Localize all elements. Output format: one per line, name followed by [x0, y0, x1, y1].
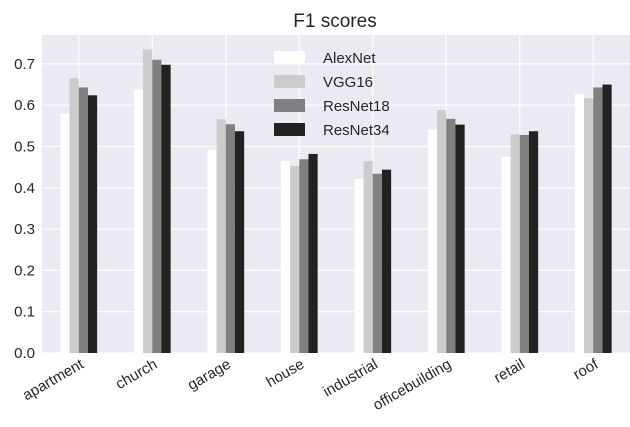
bar-resnet34-roof: [602, 84, 612, 353]
legend: AlexNet VGG16 ResNet18 ResNet34: [274, 50, 390, 139]
y-tick-label: 0.7: [14, 56, 35, 73]
bar-resnet18-church: [152, 59, 162, 353]
bar-resnet34-industrial: [381, 169, 392, 353]
x-tick-label-apartment: apartment: [20, 355, 88, 404]
bar-resnet34-church: [161, 64, 171, 354]
x-tick-label-church: church: [113, 356, 160, 393]
bar-resnet34-officebuilding: [455, 124, 465, 354]
bar-alexnet-industrial: [354, 179, 364, 353]
bar-resnet34-apartment: [87, 95, 98, 354]
bar-resnet18-apartment: [78, 87, 88, 353]
bar-resnet18-retail: [519, 134, 529, 353]
y-tick-label: 0.4: [14, 180, 35, 197]
bar-vgg16-church: [143, 49, 153, 353]
bar-resnet18-industrial: [372, 173, 382, 353]
bar-resnet18-roof: [593, 87, 603, 353]
legend-swatch-resnet18: [274, 99, 305, 112]
bar-resnet18-garage: [225, 124, 235, 354]
legend-label-resnet34: ResNet34: [323, 122, 390, 139]
x-tick-label-industrial: industrial: [320, 356, 380, 401]
bar-resnet34-garage: [234, 131, 245, 353]
y-tick-label: 0.2: [14, 262, 35, 279]
bar-alexnet-apartment: [60, 113, 70, 353]
legend-label-resnet18: ResNet18: [323, 98, 390, 115]
x-tick-label-officebuilding: officebuilding: [370, 356, 454, 414]
bar-alexnet-officebuilding: [427, 129, 438, 353]
bar-vgg16-apartment: [69, 78, 79, 354]
bar-vgg16-retail: [510, 134, 520, 353]
x-tick-label-house: house: [263, 356, 307, 391]
bar-resnet18-house: [299, 159, 309, 353]
bars: [60, 49, 612, 354]
x-tick-label-roof: roof: [570, 355, 602, 383]
bar-alexnet-garage: [207, 149, 217, 353]
bar-vgg16-roof: [584, 98, 594, 353]
legend-swatch-resnet34: [274, 123, 305, 136]
bar-alexnet-house: [280, 160, 291, 353]
bar-alexnet-church: [133, 89, 144, 353]
legend-swatch-vgg16: [274, 75, 305, 88]
bar-resnet34-house: [308, 153, 318, 353]
y-axis-ticks: 0.0 0.1 0.2 0.3 0.4 0.5 0.6 0.7: [14, 56, 35, 362]
x-tick-label-garage: garage: [185, 356, 234, 394]
bar-alexnet-retail: [501, 156, 511, 353]
y-tick-label: 0.0: [14, 345, 35, 362]
legend-label-alexnet: AlexNet: [323, 50, 376, 67]
y-tick-label: 0.3: [14, 221, 35, 238]
legend-swatch-alexnet: [274, 51, 305, 64]
bar-vgg16-industrial: [363, 160, 373, 353]
bar-vgg16-garage: [216, 119, 226, 353]
bar-vgg16-house: [290, 165, 300, 353]
bar-resnet18-officebuilding: [446, 118, 456, 353]
y-tick-label: 0.5: [14, 139, 35, 156]
legend-label-vgg16: VGG16: [323, 74, 373, 91]
bar-vgg16-officebuilding: [437, 110, 447, 353]
bar-alexnet-roof: [574, 94, 585, 353]
x-axis-ticks: apartment church garage house industrialoffi…: [20, 355, 602, 414]
chart-title: F1 scores: [293, 11, 376, 32]
y-tick-label: 0.6: [14, 97, 35, 114]
bar-resnet34-retail: [528, 131, 539, 353]
y-tick-label: 0.1: [14, 304, 35, 321]
x-tick-label-retail: retail: [491, 356, 528, 387]
